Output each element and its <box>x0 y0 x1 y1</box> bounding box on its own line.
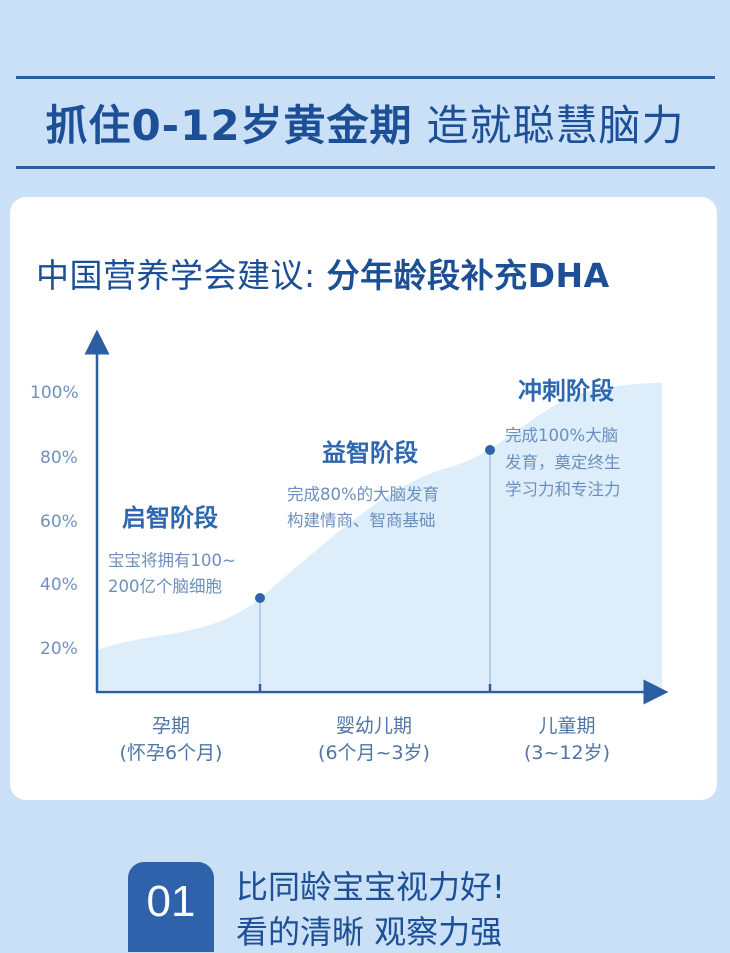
stage-desc-2-line-2: 构建情商、智商基础 <box>287 511 436 530</box>
top-rule <box>16 76 715 79</box>
stage-title-3: 冲刺阶段 <box>518 377 614 405</box>
headline-part-1: 抓住0-12岁黄金期 <box>45 101 413 150</box>
headline: 抓住0-12岁黄金期 造就聪慧脑力 <box>0 92 730 153</box>
headline-part-2: 造就聪慧脑力 <box>426 101 685 150</box>
feature-subheading: 看的清晰 观察力强 <box>236 913 503 951</box>
x-label-3: 儿童期 <box>538 715 595 737</box>
x-label-2: 婴幼儿期 <box>336 715 412 737</box>
stage-marker-2 <box>485 445 495 455</box>
x-label-1: 孕期 <box>152 715 190 737</box>
feature-number-badge: 01 <box>128 862 214 952</box>
stage-title-1: 启智阶段 <box>122 504 218 532</box>
y-tick-60: 60% <box>40 512 78 532</box>
x-sublabel-1: (怀孕6个月) <box>120 742 223 764</box>
stage-desc-3-line-1: 完成100%大脑 <box>505 426 618 445</box>
stage-title-2: 益智阶段 <box>322 439 418 467</box>
stage-desc-2-line-1: 完成80%的大脑发育 <box>287 485 439 504</box>
x-sublabel-2: (6个月~3岁) <box>318 742 430 764</box>
stage-desc-3-line-2: 发育，奠定终生 <box>505 453 621 472</box>
stage-marker-1 <box>255 593 265 603</box>
card-title-strong: 分年龄段补充DHA <box>326 256 610 295</box>
feature-number: 01 <box>146 877 196 926</box>
stage-desc-1-line-1: 宝宝将拥有100~ <box>108 551 236 570</box>
y-tick-40: 40% <box>40 575 78 595</box>
x-sublabel-3: (3~12岁) <box>524 742 610 764</box>
growth-area <box>98 383 662 690</box>
bottom-rule <box>16 166 715 169</box>
y-tick-80: 80% <box>40 448 78 468</box>
y-tick-20: 20% <box>40 639 78 659</box>
card-title-prefix: 中国营养学会建议: <box>36 256 327 295</box>
feature-heading: 比同龄宝宝视力好! <box>236 868 505 906</box>
stage-desc-1-line-2: 200亿个脑细胞 <box>108 577 222 596</box>
stage-desc-3-line-3: 学习力和专注力 <box>505 480 621 499</box>
y-tick-100: 100% <box>30 383 79 403</box>
card-title: 中国营养学会建议: 分年龄段补充DHA <box>36 249 610 297</box>
